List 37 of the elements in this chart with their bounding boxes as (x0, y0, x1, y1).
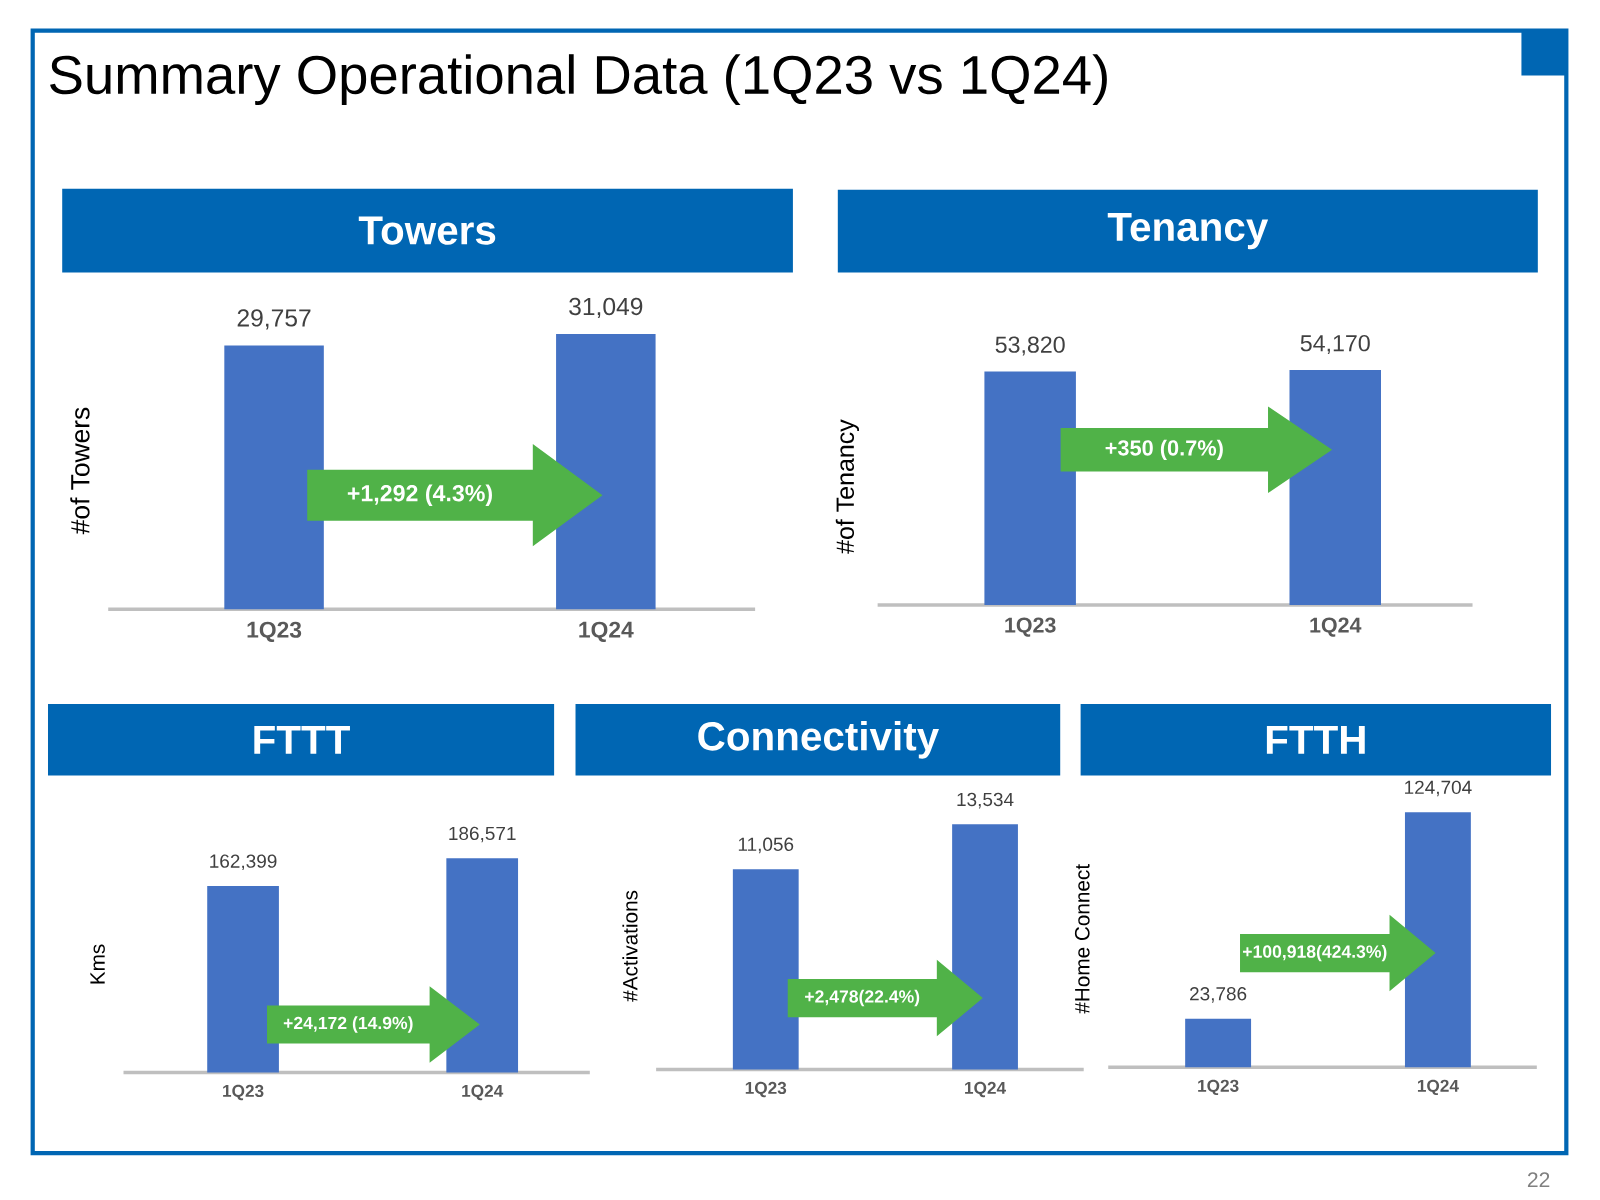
data-label: 53,820 (995, 336, 1065, 356)
x-tick-label: 1Q24 (965, 1081, 1007, 1098)
data-label: 186,571 (449, 826, 516, 843)
x-tick-label: 1Q23 (745, 1081, 787, 1098)
chart-title: Towers (358, 216, 496, 245)
x-tick-label: 1Q24 (462, 1084, 504, 1101)
x-tick-label: 1Q24 (1310, 617, 1362, 637)
chart-title: FTTT (254, 725, 350, 754)
data-label: 23,786 (1190, 987, 1247, 1003)
x-tick-label: 1Q24 (579, 621, 634, 643)
y-axis-title: #Home Connect (1074, 864, 1090, 1014)
text: Summary Operational Data (1Q23 vs 1Q24) (50, 54, 1107, 105)
chart-title: Connectivity (698, 720, 939, 759)
y-axis-title: #of Towers (70, 407, 90, 535)
data-label: 13,534 (957, 792, 1014, 809)
data-label: 31,049 (569, 297, 643, 319)
annotation: +350 (0.7%) (1105, 439, 1223, 460)
text: 22 (1527, 1172, 1550, 1187)
y-axis-title: Kms (90, 944, 105, 984)
data-label: 54,170 (1300, 334, 1370, 355)
chart-title: FTTH (1266, 725, 1365, 754)
data-label: 162,399 (210, 854, 277, 871)
y-axis-title: #of Tenancy (835, 419, 859, 554)
annotation: +100,918(424.3%) (1243, 944, 1387, 962)
y-axis-title: #Activations (622, 890, 638, 1002)
x-tick-label: 1Q23 (247, 621, 302, 643)
data-label: 11,056 (738, 837, 794, 854)
chart-title: Tenancy (1107, 213, 1269, 250)
x-tick-label: 1Q23 (1005, 617, 1056, 637)
annotation: +24,172 (14.9%) (283, 1016, 413, 1033)
annotation: +2,478(22.4%) (805, 989, 920, 1007)
annotation: +1,292 (4.3%) (347, 484, 492, 506)
data-label: 124,704 (1405, 780, 1472, 797)
x-tick-label: 1Q23 (223, 1084, 264, 1101)
x-tick-label: 1Q23 (1198, 1079, 1239, 1096)
x-tick-label: 1Q24 (1417, 1079, 1459, 1096)
data-label: 29,757 (237, 309, 311, 330)
